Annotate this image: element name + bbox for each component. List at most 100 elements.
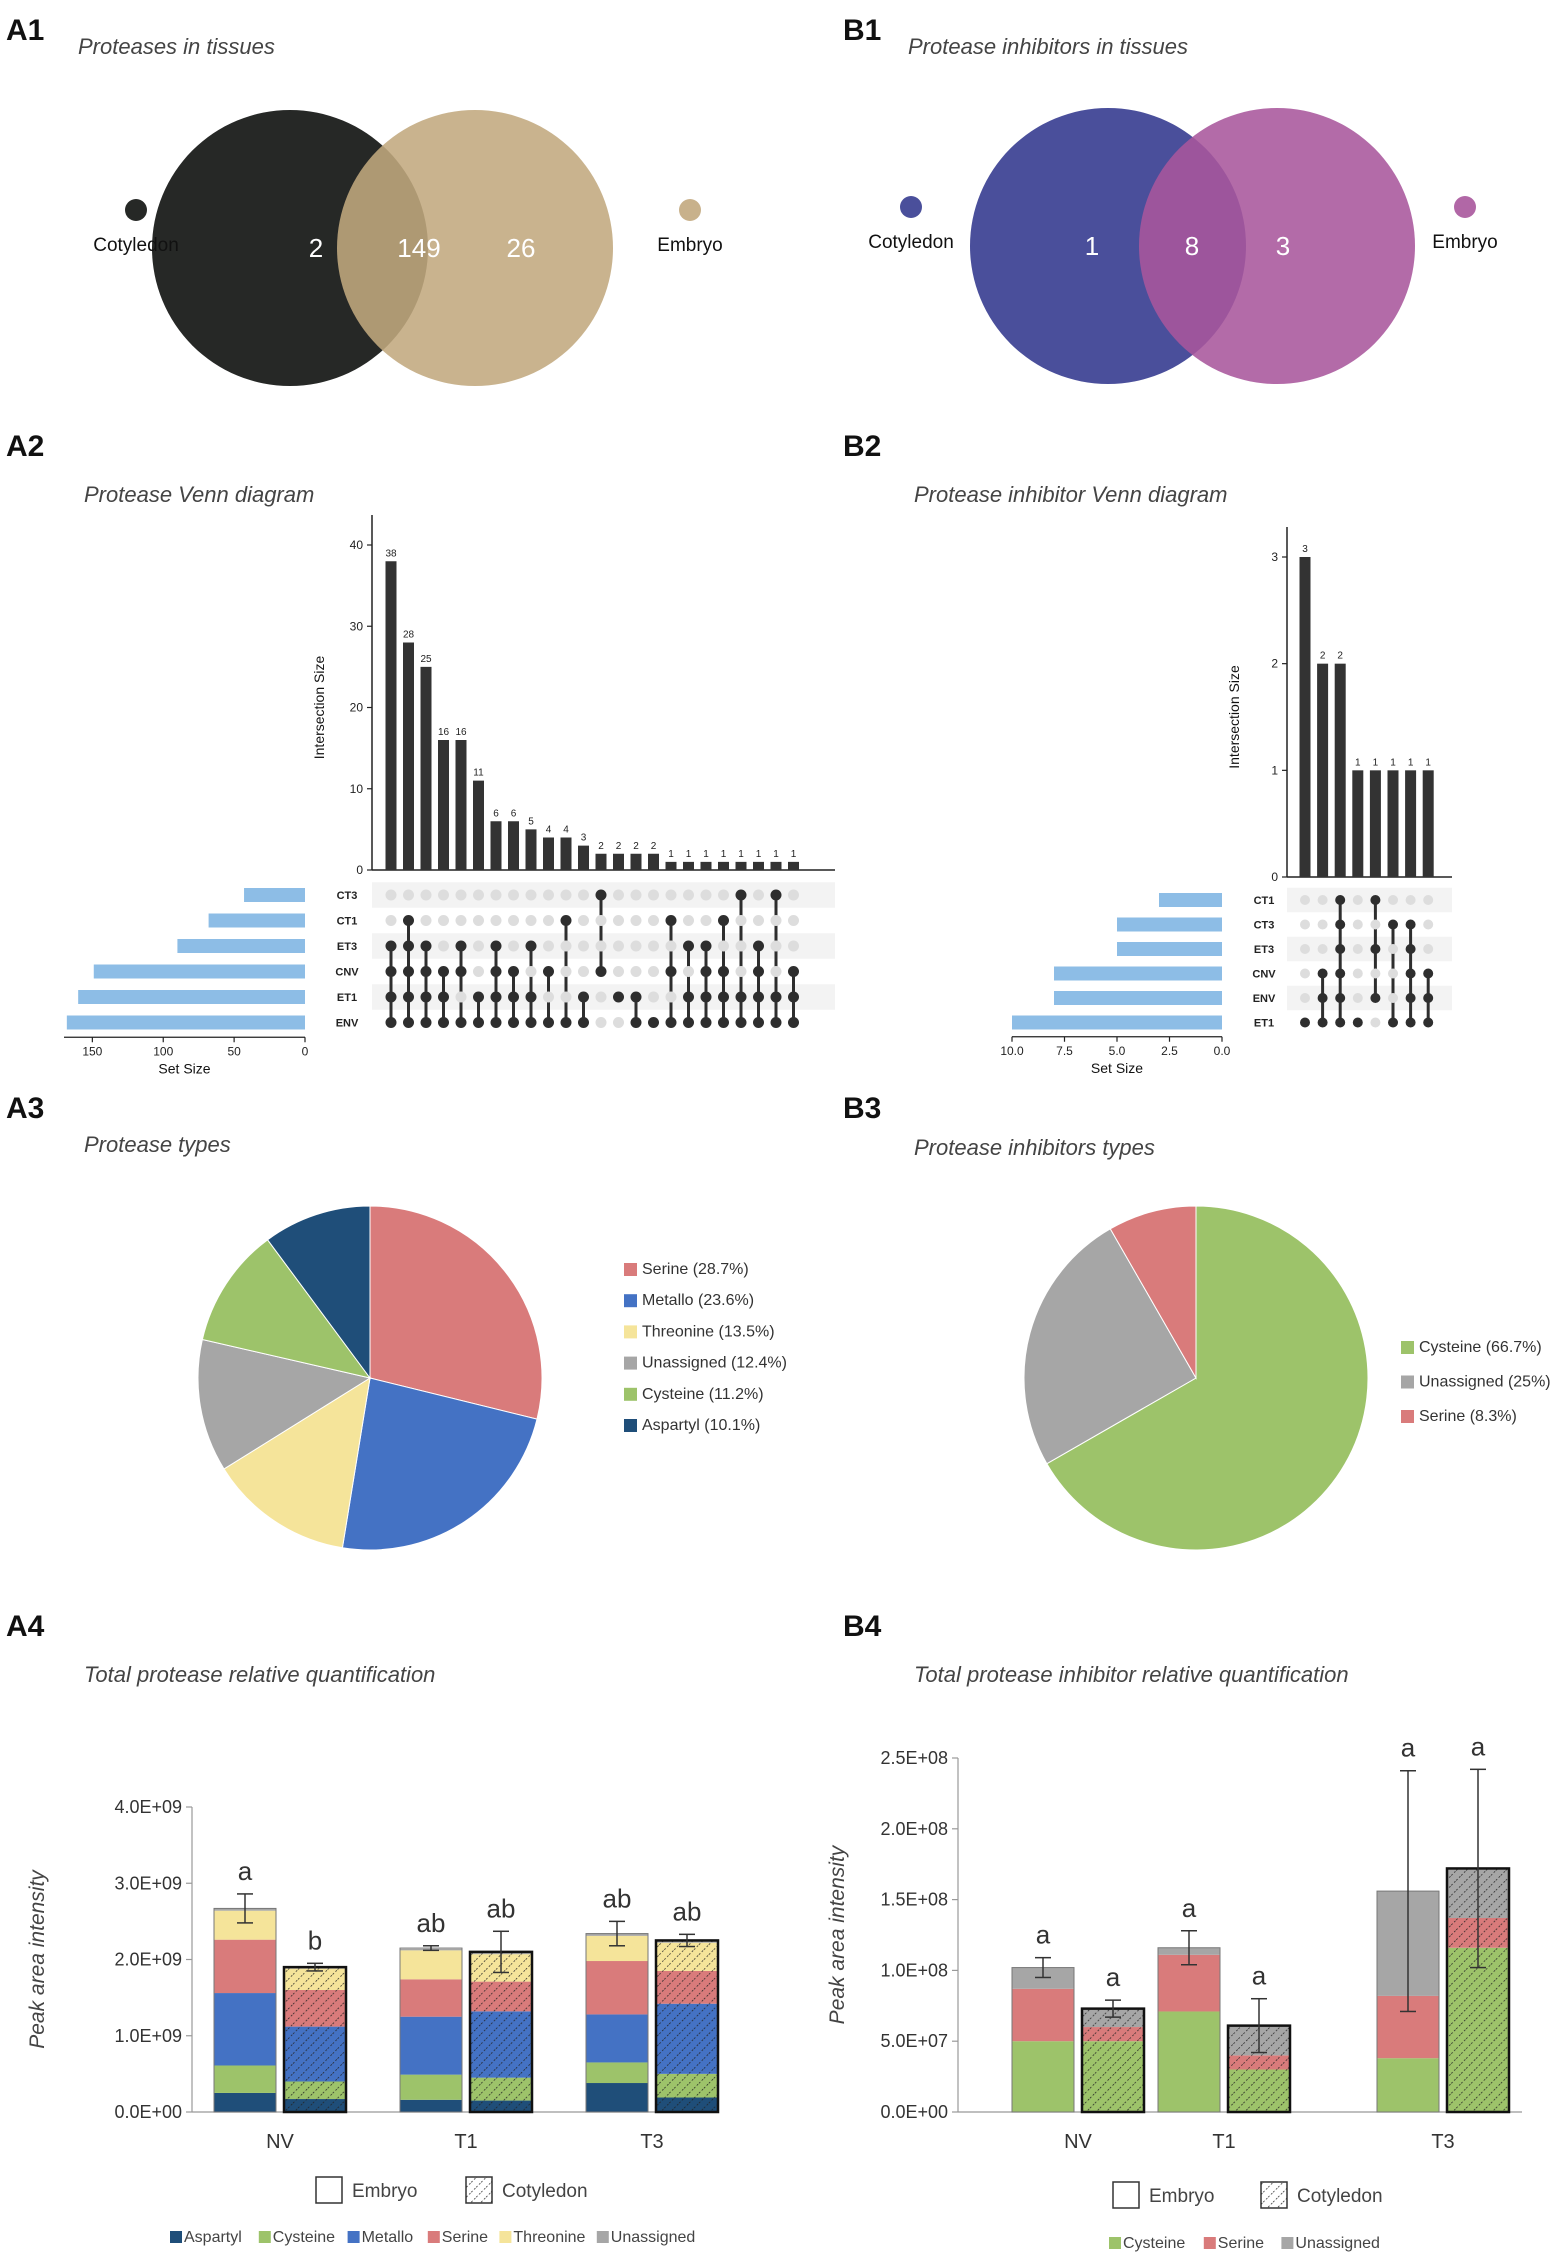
set-size-x-axis-label: Set Size xyxy=(158,1060,210,1076)
bar-segment-aspartyl xyxy=(400,2099,462,2112)
bar-y-tick-label: 2.0E+09 xyxy=(114,1950,182,1970)
set-size-x-tick-label: 10.0 xyxy=(1000,1044,1024,1058)
bar-x-tick-label: NV xyxy=(266,2131,294,2153)
matrix-dot-filled xyxy=(1335,895,1346,905)
panel-title-b2: Protease inhibitor Venn diagram xyxy=(914,482,1227,507)
set-name-label: ENV xyxy=(1253,993,1276,1005)
pie-legend-label: Serine (28.7%) xyxy=(642,1261,749,1278)
intersection-bar-label: 2 xyxy=(651,841,657,852)
intersection-bar-label: 1 xyxy=(756,849,762,860)
pie-slice-serine xyxy=(1109,1205,1197,1380)
intersection-bar-label: 16 xyxy=(438,727,450,738)
matrix-dot-filled xyxy=(1423,1017,1434,1028)
matrix-dot-empty xyxy=(595,991,607,1003)
matrix-dot-empty xyxy=(648,915,659,926)
intersection-bar xyxy=(560,837,572,870)
set-size-bar xyxy=(1159,893,1222,907)
significance-letter: a xyxy=(1252,1961,1267,1991)
type-legend-label: Serine xyxy=(1218,2235,1264,2252)
matrix-dot-empty xyxy=(455,991,467,1003)
set-size-x-tick-label: 7.5 xyxy=(1056,1044,1073,1058)
set-name-label: CT1 xyxy=(1254,895,1275,907)
matrix-dot-filled xyxy=(770,991,782,1003)
set-size-bar xyxy=(1054,966,1222,981)
matrix-dot-empty xyxy=(753,915,764,926)
pie-slice-metallo xyxy=(341,1377,538,1551)
matrix-dot-filled xyxy=(525,1017,537,1028)
matrix-dot-filled xyxy=(385,966,397,977)
matrix-dot-filled xyxy=(700,1017,712,1028)
set-name-label: CT1 xyxy=(337,916,358,928)
venn-count-intersection: 149 xyxy=(397,233,440,263)
significance-letter: ab xyxy=(603,1883,632,1913)
matrix-dot-filled xyxy=(403,915,414,926)
matrix-dot-filled xyxy=(560,1017,572,1028)
matrix-dot-filled xyxy=(753,991,764,1003)
matrix-dot-empty xyxy=(1370,919,1381,930)
matrix-dot-empty xyxy=(578,940,589,952)
intersection-bar xyxy=(543,837,554,870)
matrix-dot-filled xyxy=(490,991,502,1003)
type-legend-swatch xyxy=(1281,2237,1294,2249)
matrix-dot-filled xyxy=(718,1017,729,1028)
intersection-bar-label: 4 xyxy=(563,825,569,836)
tissue-legend-swatch xyxy=(1112,2181,1140,2209)
matrix-dot-empty xyxy=(788,889,799,901)
intersection-bar xyxy=(1422,770,1434,877)
matrix-dot-empty xyxy=(648,966,659,977)
matrix-dot-filled xyxy=(1300,1017,1310,1028)
matrix-dot-empty xyxy=(1352,944,1363,954)
venn-circle-embryo xyxy=(1139,108,1415,384)
matrix-dot-filled xyxy=(473,1017,484,1028)
matrix-dot-filled xyxy=(420,940,432,952)
intersection-bar xyxy=(770,861,782,870)
pie-slice-threonine xyxy=(223,1376,371,1549)
matrix-dot-filled xyxy=(630,1017,642,1028)
matrix-dot-empty xyxy=(578,966,589,977)
intersection-bar xyxy=(1299,557,1311,877)
matrix-dot-empty xyxy=(770,940,782,952)
matrix-dot-empty xyxy=(1388,968,1398,979)
matrix-dot-empty xyxy=(648,889,659,901)
intersection-bar xyxy=(490,821,502,870)
set-size-bar xyxy=(1117,917,1222,932)
intersection-bar-label: 1 xyxy=(703,849,709,860)
matrix-dot-filled xyxy=(490,1017,502,1028)
bar-y-axis-label: Peak area intensity xyxy=(826,1844,849,2024)
significance-letter: ab xyxy=(417,1908,446,1938)
tissue-legend-hatch xyxy=(1261,2182,1287,2208)
bar-x-tick-label: T1 xyxy=(1212,2131,1235,2153)
matrix-dot-filled xyxy=(508,966,519,977)
significance-letter: a xyxy=(1471,1731,1486,1761)
intersection-bar-label: 1 xyxy=(1425,757,1431,768)
significance-letter: a xyxy=(1182,1893,1197,1923)
bar-x-tick-label: NV xyxy=(1064,2131,1092,2153)
matrix-dot-empty xyxy=(613,966,624,977)
bar-segment-cysteine xyxy=(1012,2041,1074,2112)
matrix-dot-filled xyxy=(455,966,467,977)
type-legend-swatch xyxy=(427,2231,440,2243)
intersection-bar-label: 2 xyxy=(616,841,622,852)
bar-segment-hatch xyxy=(470,2077,532,2101)
matrix-dot-empty xyxy=(735,966,747,977)
significance-letter: a xyxy=(1106,1962,1121,1992)
matrix-dot-empty xyxy=(1423,895,1434,905)
matrix-dot-empty xyxy=(1300,968,1310,979)
intersection-bar xyxy=(648,853,659,870)
matrix-dot-filled xyxy=(490,940,502,952)
matrix-dot-empty xyxy=(683,966,694,977)
set-name-label: ET1 xyxy=(1254,1018,1274,1030)
matrix-dot-filled xyxy=(613,991,624,1003)
matrix-dot-empty xyxy=(753,889,764,901)
matrix-dot-filled xyxy=(543,966,554,977)
bar-segment-cysteine xyxy=(400,2074,462,2100)
matrix-dot-empty xyxy=(438,940,449,952)
intersection-bar-label: 5 xyxy=(528,816,534,827)
set-size-bar xyxy=(66,1015,305,1030)
matrix-dot-empty xyxy=(543,991,554,1003)
matrix-dot-filled xyxy=(403,966,414,977)
matrix-dot-filled xyxy=(420,991,432,1003)
matrix-dot-empty xyxy=(718,940,729,952)
pie-slice-cysteine xyxy=(1046,1205,1369,1551)
